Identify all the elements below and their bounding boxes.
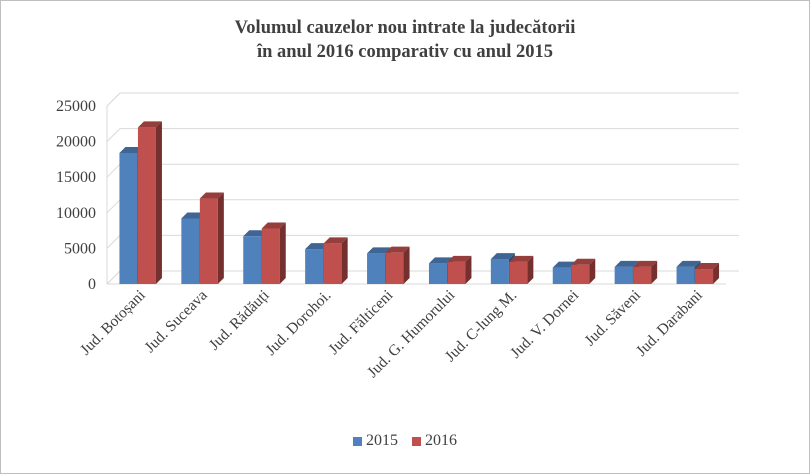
category-label: Jud. Botoșani [77,286,149,358]
bar-front [428,263,447,284]
bar-side [217,192,224,284]
bar-side [589,258,596,284]
category-label: Jud. Suceava [141,287,210,356]
bar-front [490,259,509,284]
bar-front [509,261,528,284]
chart-title-line1: Volumul cauzelor nou intrate la judecăto… [234,18,576,38]
bar-side [465,255,472,284]
legend-label-2016: 2016 [425,432,457,449]
bars [119,121,720,284]
bar-front [243,236,262,284]
bar-2016-10 [695,263,720,284]
bar-2016-8 [571,258,596,284]
bar-side [651,260,658,284]
gridline-side [106,199,121,214]
bar-side [403,246,410,284]
bar-top [509,255,534,262]
bar-top [633,260,658,267]
bar-side [279,222,286,284]
bar-top [323,237,348,244]
bar-top [676,260,701,267]
bar-side [527,255,534,284]
bar-2016-7 [509,255,534,284]
bar-top [119,146,144,153]
bar-front [552,267,571,284]
bar-top [385,246,410,253]
y-tick-label: 0 [88,276,96,293]
chart-title-line2: în anul 2016 comparativ cu anul 2015 [256,42,554,62]
bar-front [447,261,466,284]
bar-side [155,121,162,284]
y-tick-label: 20000 [56,134,96,151]
bar-front [614,266,633,284]
gridline-side [106,235,121,249]
bar-top [614,260,639,267]
y-tick-label: 15000 [56,169,96,186]
bar-top [137,121,162,128]
legend-item-2016: 2016 [412,432,457,450]
category-label: Jud. Rădăuți [206,286,273,353]
legend: 2015 2016 [0,432,810,450]
bar-top [181,212,206,219]
bar-top [571,258,596,265]
bar-front [571,264,590,284]
y-axis-ticks: 0 5000 10000 15000 20000 25000 [56,98,96,293]
gridline-side [106,163,121,178]
bar-front [367,253,386,284]
bar-front [119,152,138,284]
category-label: Jud. Darabani [633,286,706,359]
bar-front [676,266,695,284]
bar-side [341,237,348,284]
bar-top [490,253,515,260]
bar-top [367,247,392,254]
bar-front [695,269,714,284]
bar-top [447,255,472,262]
bar-top [261,222,286,229]
bar-2016-3 [261,222,286,284]
category-label: Jud. Dorohoi. [262,287,334,359]
bar-2016-5 [385,246,410,284]
bar-2016-4 [323,237,348,284]
bar-front [633,266,652,284]
bar-2016-2 [199,192,224,284]
legend-swatch-2016 [412,436,421,446]
bar-front [137,127,156,284]
gridline-side [106,270,121,285]
bar-top [305,243,330,250]
legend-label-2015: 2015 [366,432,398,449]
y-tick-label: 25000 [56,98,96,115]
bar-front [181,218,200,284]
bar-top [243,230,268,237]
gridline-side [106,128,121,142]
y-tick-label: 10000 [56,205,96,222]
category-label: Jud. Săveni [581,286,644,349]
bar-front [385,252,404,284]
gridline-side [106,92,121,107]
bar-top [199,192,224,199]
legend-item-2015: 2015 [353,432,398,450]
bar-front [261,228,280,284]
bar-top [428,257,453,264]
bar-2016-6 [447,255,472,284]
bar-front [323,243,342,284]
y-tick-label: 5000 [64,240,96,257]
bar-top [695,263,720,270]
bar-front [199,198,218,284]
bar-front [305,249,324,284]
legend-swatch-2015 [353,436,362,446]
bar-2016-9 [633,260,658,284]
bar-top [552,261,577,268]
bar-side [713,263,720,284]
bar-2016-1 [137,121,162,284]
